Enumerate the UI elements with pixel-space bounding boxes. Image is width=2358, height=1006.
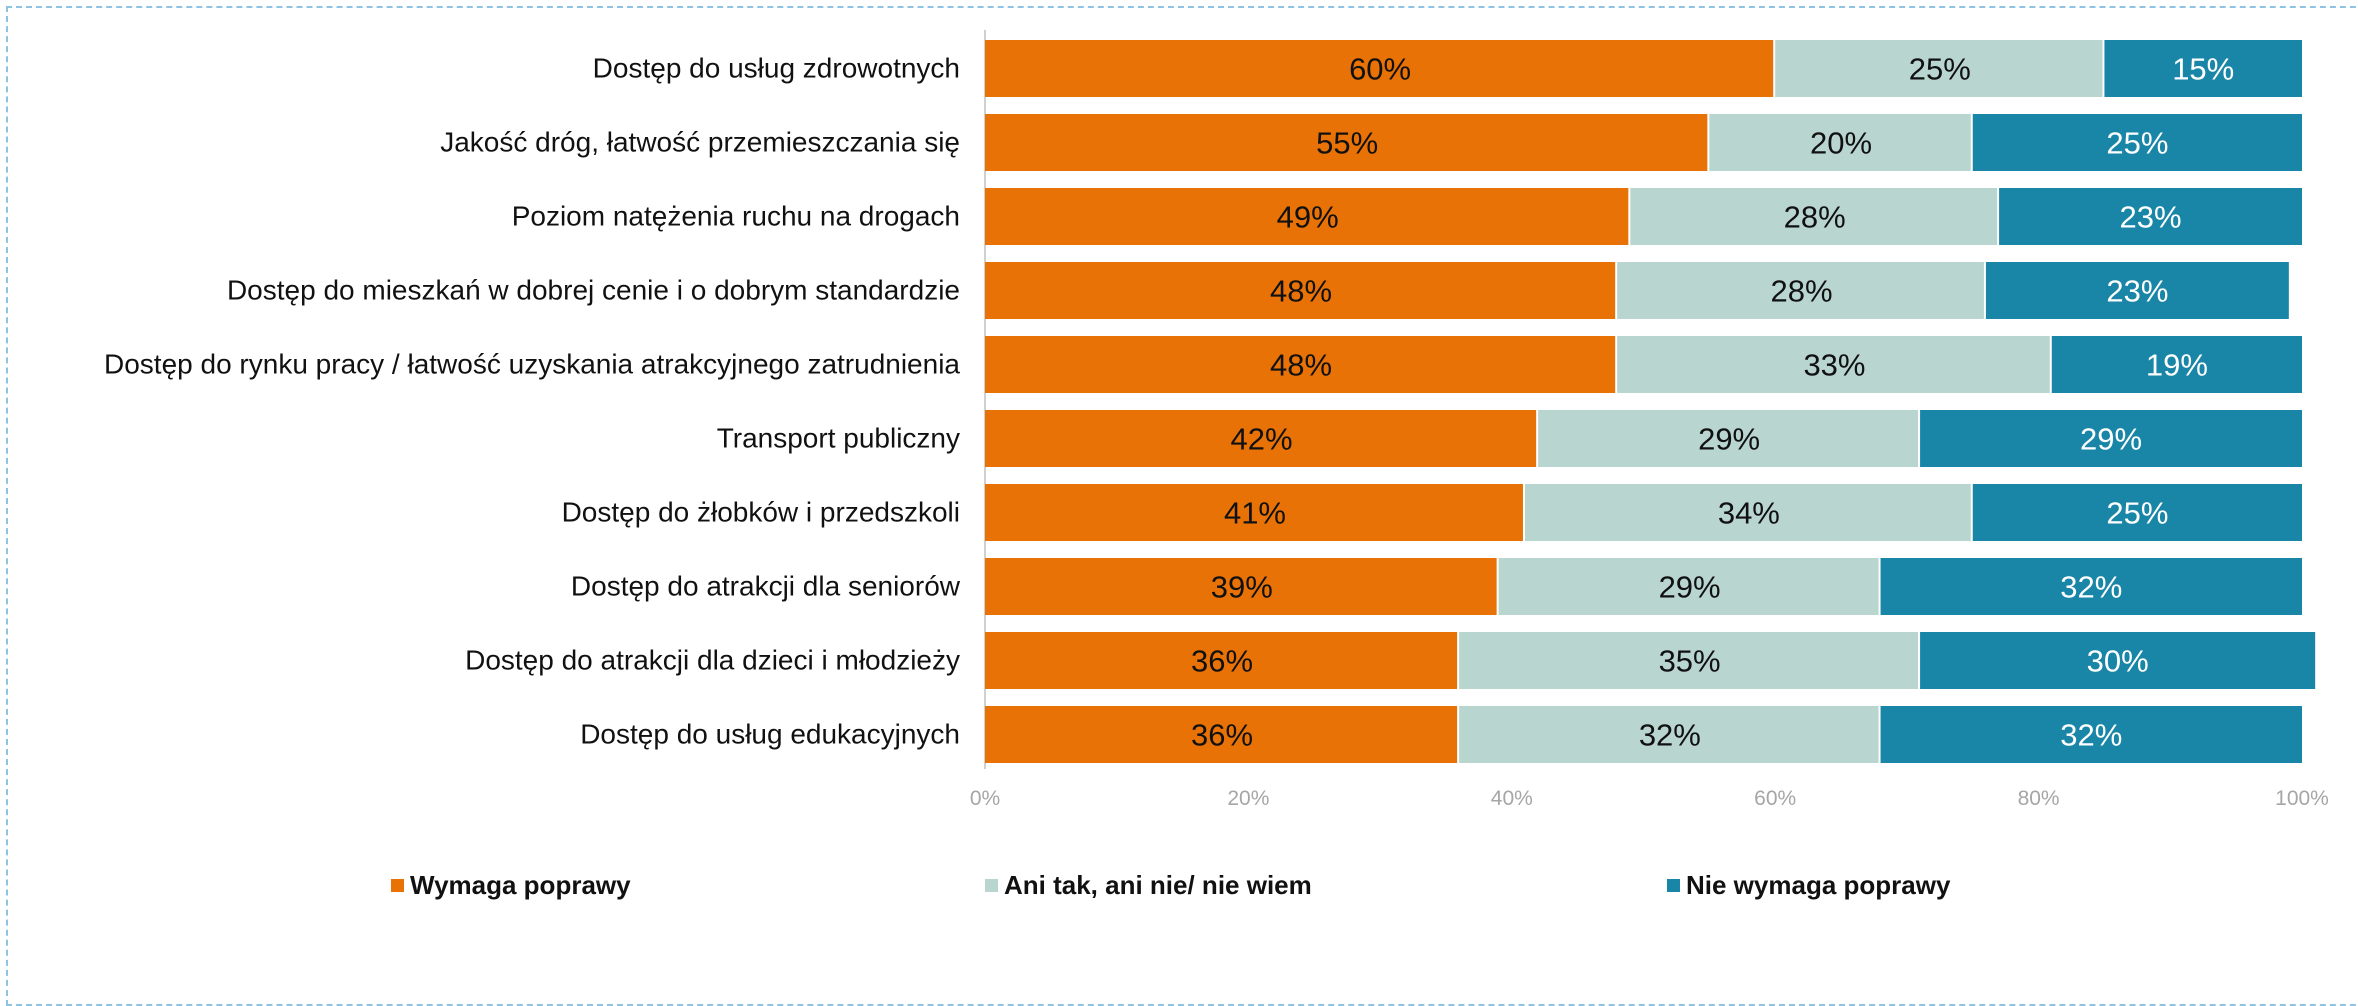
x-tick-label: 40% [1491,787,1533,810]
data-label: 28% [1771,274,1833,309]
category-label: Jakość dróg, łatwość przemieszczania się [440,127,960,158]
legend-swatch-nie-wymaga-poprawy [1667,878,1680,892]
data-label: 23% [2106,274,2168,309]
data-label: 36% [1191,644,1253,679]
bar-segment-wymaga-poprawy [985,114,1708,171]
data-label: 60% [1349,52,1411,87]
data-label: 29% [2080,422,2142,457]
category-label: Dostęp do atrakcji dla dzieci i młodzież… [465,645,960,676]
data-label: 48% [1270,274,1332,309]
bar-segment-ani-tak-ani-nie-nie-wiem [1524,484,1971,541]
category-label: Dostęp do usług edukacyjnych [580,719,960,750]
bar-segment-nie-wymaga-poprawy [1999,188,2302,245]
bar-segment-wymaga-poprawy [985,410,1537,467]
data-label: 25% [1909,52,1971,87]
bar-segment-ani-tak-ani-nie-nie-wiem [1617,262,1984,319]
data-label: 33% [1803,348,1865,383]
data-label: 32% [2060,718,2122,753]
data-label: 39% [1211,570,1273,605]
data-label: 32% [1639,718,1701,753]
bar-segment-ani-tak-ani-nie-nie-wiem [1617,336,2050,393]
legend-swatch-ani-tak-ani-nie [985,878,998,892]
data-label: 23% [2120,200,2182,235]
legend-label-ani-tak-ani-nie: Ani tak, ani nie/ nie wiem [1004,869,1312,900]
legend-label-nie-wymaga-poprawy: Nie wymaga poprawy [1686,869,1951,900]
bar-segment-nie-wymaga-poprawy [1880,558,2302,615]
legend-item-wymaga-poprawy: Wymaga poprawy [391,868,631,902]
legend-item-ani-tak-ani-nie: Ani tak, ani nie/ nie wiem [985,868,1312,902]
category-label: Dostęp do usług zdrowotnych [593,53,960,84]
data-label: 49% [1277,200,1339,235]
bar-segment-wymaga-poprawy [985,40,1774,97]
data-label: 32% [2060,570,2122,605]
data-label: 19% [2146,348,2208,383]
bar-segment-nie-wymaga-poprawy [2051,336,2302,393]
bar-segment-ani-tak-ani-nie-nie-wiem [1775,40,2103,97]
bar-segment-nie-wymaga-poprawy [1920,632,2316,689]
data-label: 29% [1659,570,1721,605]
bar-segment-nie-wymaga-poprawy [1920,410,2302,467]
x-tick-label: 0% [970,787,1000,810]
bar-segment-wymaga-poprawy [985,558,1497,615]
category-label: Dostęp do rynku pracy / łatwość uzyskani… [104,349,960,380]
data-label: 29% [1698,422,1760,457]
x-tick-label: 60% [1754,787,1796,810]
category-label: Dostęp do atrakcji dla seniorów [571,571,961,602]
data-label: 55% [1316,126,1378,161]
bar-segment-nie-wymaga-poprawy [2104,40,2302,97]
bar-segment-wymaga-poprawy [985,484,1523,541]
bar-segment-nie-wymaga-poprawy [1985,262,2289,319]
category-label: Dostęp do żłobków i przedszkoli [562,497,960,528]
bar-segment-nie-wymaga-poprawy [1972,484,2302,541]
bar-segment-ani-tak-ani-nie-nie-wiem [1459,632,1919,689]
legend-item-nie-wymaga-poprawy: Nie wymaga poprawy [1667,868,1950,902]
data-label: 48% [1270,348,1332,383]
bar-segment-wymaga-poprawy [985,262,1616,319]
legend-swatch-wymaga-poprawy [391,878,404,892]
bar-segment-nie-wymaga-poprawy [1880,706,2302,763]
x-tick-label: 100% [2275,787,2329,810]
bar-segment-ani-tak-ani-nie-nie-wiem [1498,558,1879,615]
legend-label-wymaga-poprawy: Wymaga poprawy [410,869,631,900]
bar-segment-nie-wymaga-poprawy [1972,114,2302,171]
data-label: 41% [1224,496,1286,531]
bar-segment-ani-tak-ani-nie-nie-wiem [1459,706,1879,763]
x-tick-label: 20% [1227,787,1269,810]
bar-segment-wymaga-poprawy [985,632,1458,689]
category-label: Dostęp do mieszkań w dobrej cenie i o do… [227,275,960,306]
bar-segment-ani-tak-ani-nie-nie-wiem [1709,114,1971,171]
bar-segment-wymaga-poprawy [985,188,1629,245]
category-label: Poziom natężenia ruchu na drogach [512,201,960,232]
stacked-bar-chart: Dostęp do usług zdrowotnych 60% 25% 15% Jako… [104,30,2329,810]
data-label: 20% [1810,126,1872,161]
bar-segment-ani-tak-ani-nie-nie-wiem [1630,188,1998,245]
data-label: 25% [2106,496,2168,531]
data-label: 36% [1191,718,1253,753]
data-label: 42% [1231,422,1293,457]
bar-segment-wymaga-poprawy [985,706,1458,763]
category-label: Transport publiczny [717,423,960,454]
data-label: 35% [1659,644,1721,679]
data-label: 25% [2106,126,2168,161]
data-label: 30% [2087,644,2149,679]
bar-segment-ani-tak-ani-nie-nie-wiem [1538,410,1919,467]
x-tick-label: 80% [2018,787,2060,810]
data-label: 34% [1718,496,1780,531]
data-label: 28% [1784,200,1846,235]
data-label: 15% [2172,52,2234,87]
bar-segment-wymaga-poprawy [985,336,1616,393]
